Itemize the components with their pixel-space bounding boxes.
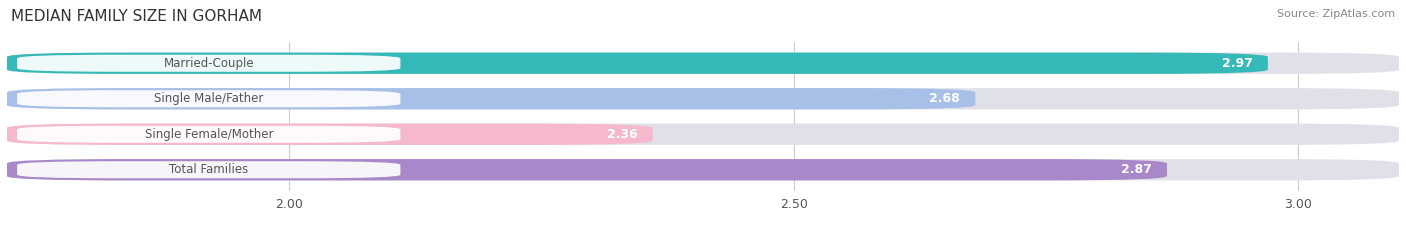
FancyBboxPatch shape [7, 53, 1399, 74]
Text: 2.68: 2.68 [929, 92, 960, 105]
Text: 2.87: 2.87 [1121, 163, 1152, 176]
FancyBboxPatch shape [7, 123, 1399, 145]
FancyBboxPatch shape [17, 90, 401, 107]
Text: 2.36: 2.36 [606, 128, 637, 141]
Text: Married-Couple: Married-Couple [163, 57, 254, 70]
Text: 2.97: 2.97 [1222, 57, 1253, 70]
FancyBboxPatch shape [17, 126, 401, 143]
Text: Single Male/Father: Single Male/Father [155, 92, 263, 105]
FancyBboxPatch shape [17, 161, 401, 178]
FancyBboxPatch shape [7, 53, 1268, 74]
Text: Total Families: Total Families [169, 163, 249, 176]
FancyBboxPatch shape [17, 55, 401, 72]
FancyBboxPatch shape [7, 88, 1399, 110]
FancyBboxPatch shape [7, 159, 1399, 180]
FancyBboxPatch shape [7, 123, 652, 145]
Text: Source: ZipAtlas.com: Source: ZipAtlas.com [1277, 9, 1395, 19]
FancyBboxPatch shape [7, 88, 976, 110]
Text: MEDIAN FAMILY SIZE IN GORHAM: MEDIAN FAMILY SIZE IN GORHAM [11, 9, 263, 24]
FancyBboxPatch shape [7, 159, 1167, 180]
Text: Single Female/Mother: Single Female/Mother [145, 128, 273, 141]
